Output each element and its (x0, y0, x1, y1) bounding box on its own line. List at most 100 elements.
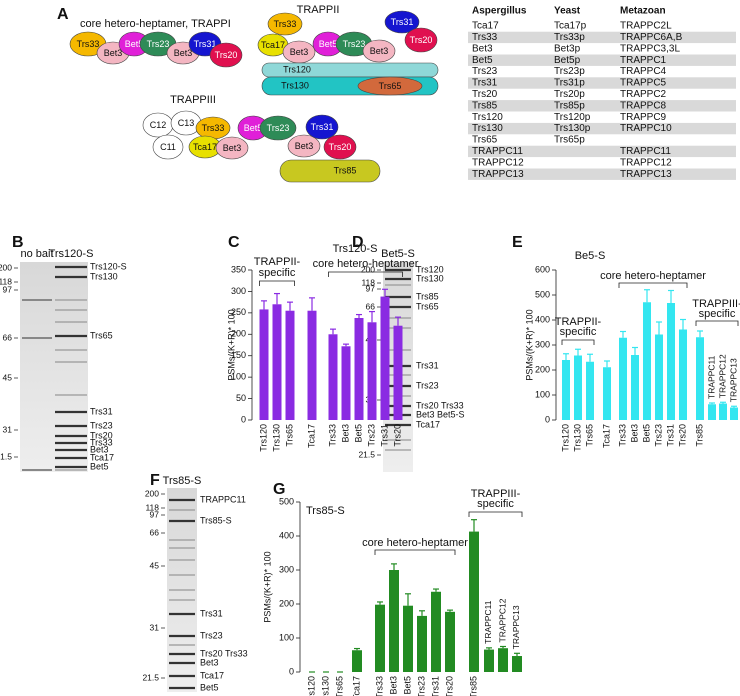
table-cell: Trs31 (472, 78, 498, 89)
band-label: Trs31 (90, 406, 113, 416)
annotation: core hetero-heptamer (600, 270, 706, 282)
x-tick-label: Trs120 (560, 424, 570, 452)
band-label: Trs20 Trs33 (200, 648, 248, 658)
subunit-label: Trs33 (274, 19, 297, 29)
table-row-shade (468, 100, 736, 112)
panel-letter: D (352, 234, 364, 251)
x-tick-label: Trs85 (694, 424, 704, 447)
x-tick-label: Trs20 (392, 424, 402, 447)
table-cell: Trs85p (554, 100, 585, 111)
subunit (215, 136, 249, 160)
bar-category-label: TRAPPC13 (511, 605, 521, 649)
band-label: Trs65 (90, 330, 113, 340)
table-cell: TRAPPC2L (620, 21, 672, 32)
lane-label: no bait (20, 248, 53, 260)
table-cell: Trs130p (554, 123, 591, 134)
subunit-label: Trs20 (215, 50, 238, 60)
bar (643, 302, 651, 420)
table-cell: Trs31p (554, 78, 585, 89)
band-label: Trs120-S (90, 261, 127, 271)
marker-label: 118 (361, 277, 375, 287)
table-row-shade (468, 31, 736, 44)
bar (285, 310, 295, 420)
subunit-label: Tca17 (261, 40, 285, 50)
table-row-shade (468, 122, 736, 135)
bar (389, 570, 399, 672)
bar (417, 615, 427, 672)
y-tick-label: 300 (231, 286, 246, 296)
x-tick-label: Trs31 (430, 676, 440, 696)
subunit-label: Tca17 (193, 142, 217, 152)
bar (272, 304, 282, 420)
bar (469, 531, 479, 672)
subunit-label: C11 (160, 142, 176, 152)
table-header: Aspergillus (472, 6, 527, 17)
band-label: Trs31 (416, 360, 439, 370)
marker-label: 45 (3, 372, 13, 382)
bar-category-label: TRAPPC13 (728, 358, 738, 402)
y-tick-label: 300 (535, 339, 550, 349)
table-cell: Tca17p (554, 21, 587, 32)
bar (352, 650, 362, 672)
bar-category-label: TRAPPC11 (706, 355, 716, 399)
band-label: Tca17 (200, 670, 224, 680)
band-label: Bet5 (200, 682, 219, 692)
table-cell: Trs65p (554, 135, 585, 146)
marker-label: 118 (145, 502, 159, 512)
chart-title: Trs120-S (333, 243, 378, 255)
marker-label: 118 (0, 276, 12, 286)
table-cell: TRAPPC1 (620, 55, 667, 66)
y-tick-label: 500 (535, 289, 550, 299)
annotation-bracket (695, 320, 739, 326)
table-cell: TRAPPC11 (472, 146, 523, 157)
subunit-label: Trs130 (281, 80, 309, 90)
x-tick-label: Bet5 (402, 676, 412, 695)
x-tick-label: Tca17 (306, 424, 316, 448)
annotation: core hetero-heptamer (313, 258, 419, 270)
band-label: Trs31 (200, 608, 223, 618)
x-tick-label: Bet3 (340, 424, 350, 443)
table-cell: TRAPPC6A,B (620, 32, 683, 43)
table-cell: TRAPPC8 (620, 100, 667, 111)
subunit-label: Trs85 (334, 165, 357, 175)
bar (631, 355, 639, 420)
table-row-shade (468, 168, 736, 180)
bar (679, 329, 687, 420)
lane-label: Trs85-S (163, 475, 202, 487)
band-label: Trs23 (416, 380, 439, 390)
table-cell: TRAPPC9 (620, 112, 667, 123)
x-tick-label: Trs85 (468, 676, 478, 696)
subunit-label: Bet5 (244, 123, 263, 133)
chart-title: Be5-S (575, 250, 606, 262)
annotation: TRAPPII- (555, 316, 602, 328)
panel-letter: E (512, 234, 523, 251)
table-cell: TRAPPC5 (620, 78, 667, 89)
table-cell: Bet3 (472, 43, 493, 54)
subunit-label: Bet5 (125, 39, 144, 49)
chart-title: Trs85-S (306, 505, 345, 517)
table-cell: Trs65 (472, 135, 498, 146)
band-label: Bet5 (90, 461, 109, 471)
x-tick-label: Trs120 (306, 676, 316, 696)
subunit-label: Trs20 (329, 142, 352, 152)
table-row-shade (468, 145, 736, 158)
band-label: Bet3 Bet5-S (416, 409, 465, 419)
band-label: Trs85-S (200, 515, 232, 525)
marker-label: 66 (3, 332, 13, 342)
band-label: Trs120 (416, 264, 444, 274)
bar (484, 649, 494, 672)
subunit-label: Bet5 (319, 39, 338, 49)
annotation: TRAPPIII- (471, 488, 521, 500)
bar (574, 355, 582, 420)
annotation-bracket (618, 282, 688, 288)
band-label: Trs130 (416, 273, 444, 283)
subunit (279, 159, 381, 183)
table-cell: Trs120p (554, 112, 591, 123)
bar-category-label: TRAPPC12 (497, 598, 507, 642)
x-tick-label: Bet5 (641, 424, 651, 443)
subunit (152, 134, 184, 160)
table-row-shade (468, 54, 736, 66)
bar (708, 404, 716, 420)
subunit (404, 27, 438, 53)
